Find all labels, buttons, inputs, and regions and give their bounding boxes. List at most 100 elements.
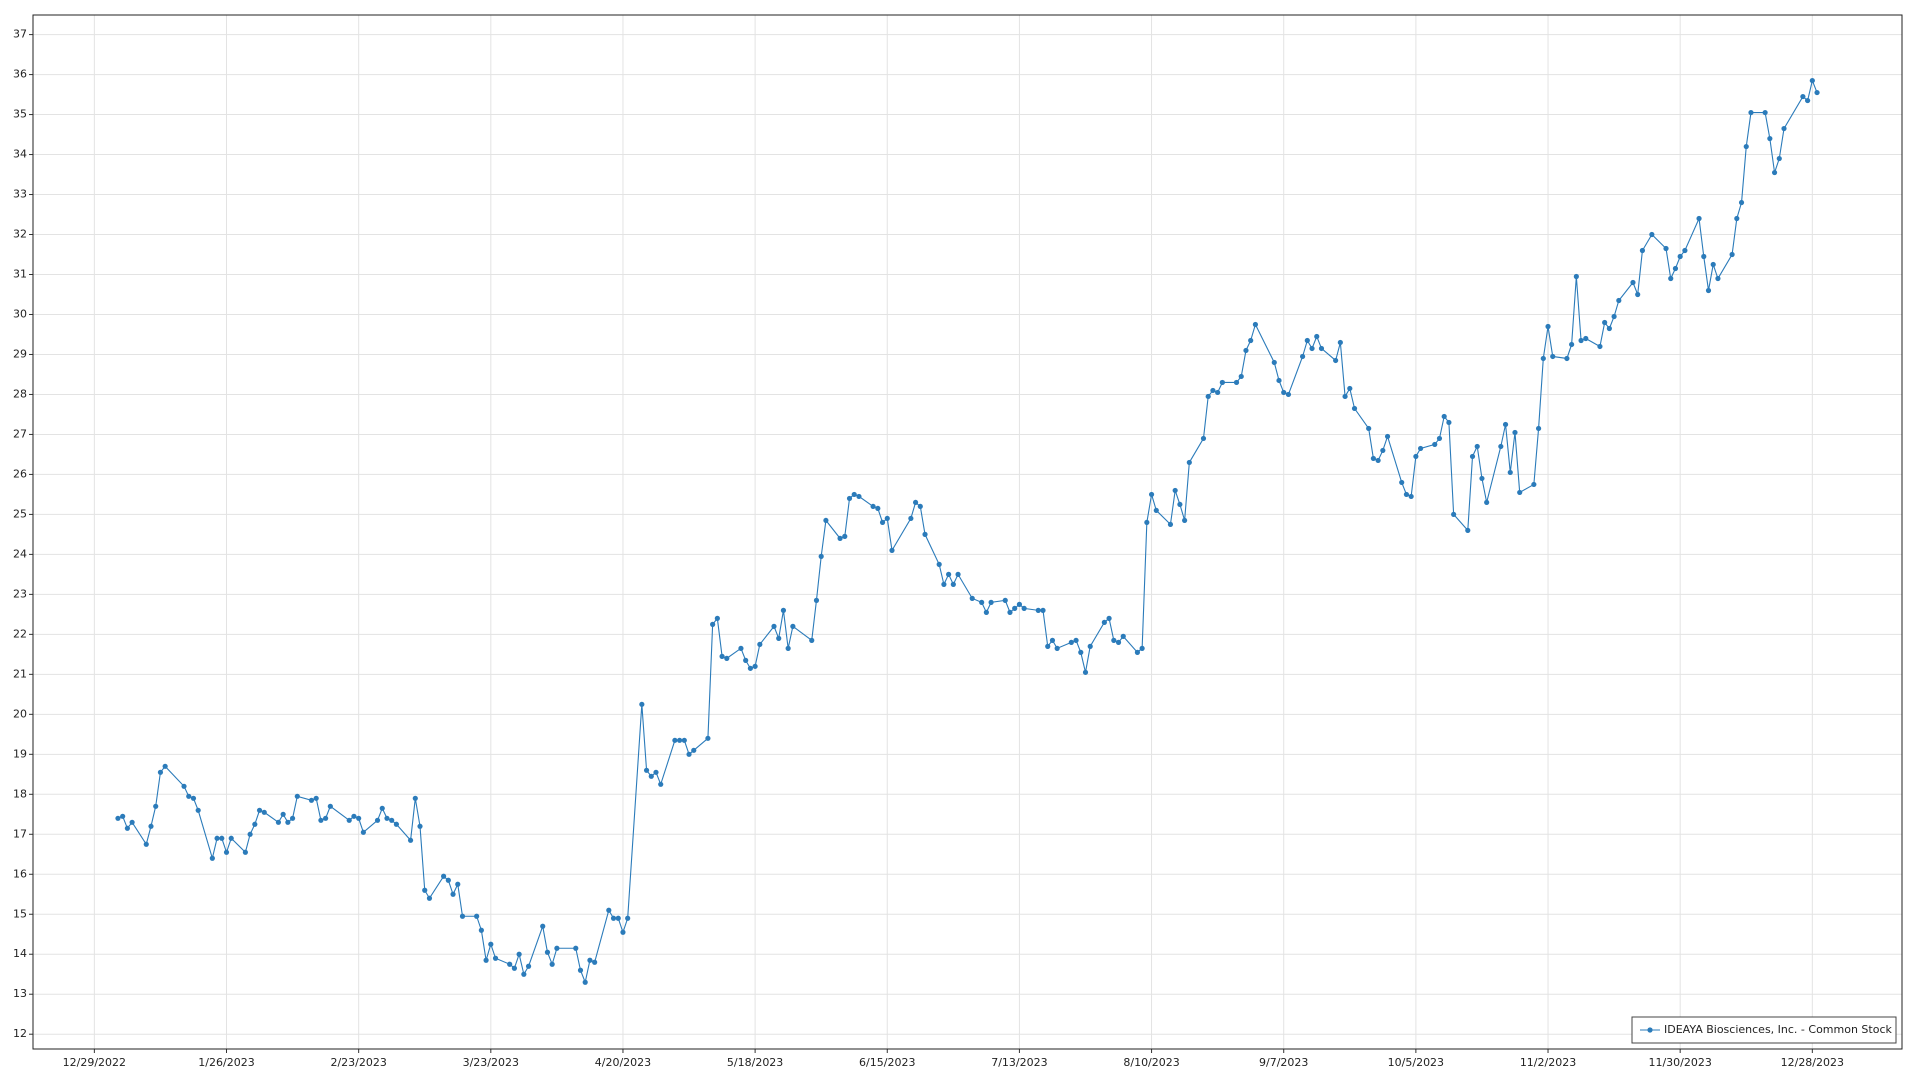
point — [360, 829, 366, 835]
point — [129, 819, 135, 825]
point — [492, 955, 499, 961]
point — [1233, 379, 1240, 386]
point — [1078, 649, 1084, 655]
point — [1498, 443, 1504, 450]
point — [879, 519, 886, 526]
point — [521, 971, 527, 977]
point — [275, 819, 282, 825]
point — [1134, 649, 1141, 655]
point — [1172, 487, 1178, 494]
point — [1342, 393, 1348, 400]
y-tick-label: 22 — [13, 627, 27, 640]
point — [247, 831, 253, 837]
point — [148, 823, 154, 829]
point — [511, 965, 518, 971]
point — [1545, 323, 1551, 330]
point — [1186, 459, 1192, 466]
point — [846, 495, 853, 502]
point — [818, 553, 824, 559]
point — [1243, 347, 1249, 354]
point — [1734, 215, 1740, 222]
point — [1606, 325, 1612, 332]
point — [1238, 373, 1244, 380]
y-tick-label: 37 — [13, 28, 27, 41]
point — [582, 979, 588, 985]
point — [606, 907, 612, 913]
point — [289, 815, 296, 821]
point — [979, 599, 985, 605]
point — [1087, 643, 1093, 649]
point — [124, 825, 130, 831]
point — [1167, 521, 1174, 528]
point — [393, 821, 400, 827]
point — [757, 641, 763, 647]
point — [1035, 607, 1041, 613]
point — [1432, 441, 1438, 448]
point — [318, 817, 324, 823]
point — [450, 891, 456, 897]
point — [1299, 353, 1306, 360]
point — [988, 599, 994, 605]
point — [1668, 275, 1674, 282]
point — [186, 793, 192, 799]
point — [1465, 527, 1471, 534]
point — [1073, 637, 1079, 643]
point — [1111, 637, 1117, 643]
point — [1144, 519, 1150, 526]
point — [351, 813, 357, 819]
point — [223, 849, 230, 855]
point — [308, 797, 315, 803]
point — [1120, 633, 1126, 639]
point — [228, 835, 234, 841]
point — [1148, 491, 1155, 498]
point — [743, 657, 749, 663]
point — [1663, 245, 1669, 252]
point — [1446, 419, 1452, 426]
point — [412, 795, 418, 801]
point — [379, 805, 385, 811]
point — [681, 737, 687, 743]
point — [1380, 447, 1386, 454]
point — [1248, 337, 1254, 344]
y-tick-label: 16 — [13, 867, 27, 880]
y-tick-label: 26 — [13, 467, 27, 480]
point — [1701, 253, 1707, 260]
point — [1314, 333, 1320, 340]
point — [1578, 337, 1584, 344]
point — [294, 793, 300, 799]
point — [1512, 429, 1518, 436]
y-tick-label: 31 — [13, 267, 27, 280]
point — [1696, 215, 1702, 222]
point — [573, 945, 579, 951]
point — [540, 923, 546, 929]
y-tick-label: 24 — [13, 547, 27, 560]
point — [719, 653, 725, 659]
point — [516, 951, 522, 957]
point — [1809, 77, 1815, 84]
point — [1271, 359, 1277, 366]
point — [252, 821, 258, 827]
point — [620, 929, 626, 935]
point — [1347, 385, 1353, 392]
point — [1564, 355, 1570, 362]
x-tick-label: 2/23/2023 — [330, 1056, 386, 1069]
point — [157, 769, 164, 775]
point — [242, 849, 248, 855]
y-tick-label: 21 — [13, 667, 27, 680]
point — [1573, 273, 1579, 280]
legend-label: IDEAYA Biosciences, Inc. - Common Stock — [1664, 1023, 1893, 1036]
point — [1602, 319, 1608, 326]
point — [313, 795, 319, 801]
point — [809, 637, 815, 643]
point — [1502, 421, 1509, 428]
y-tick-label: 27 — [13, 427, 27, 440]
point — [1318, 345, 1325, 352]
point — [1672, 265, 1679, 272]
x-tick-label: 4/20/2023 — [595, 1056, 651, 1069]
point — [195, 807, 201, 813]
point — [1569, 341, 1575, 348]
point — [261, 809, 267, 815]
point — [1748, 109, 1754, 116]
point — [1705, 287, 1712, 294]
point — [1805, 97, 1811, 104]
